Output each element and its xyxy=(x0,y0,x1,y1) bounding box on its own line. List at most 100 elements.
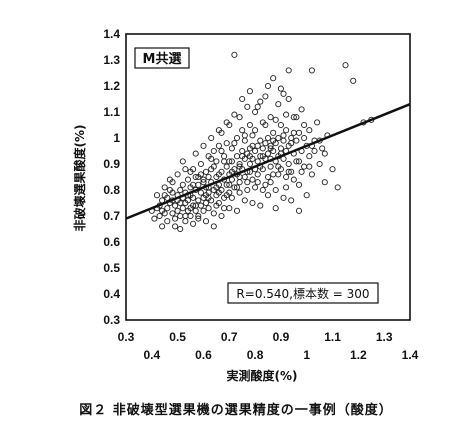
data-point xyxy=(246,153,253,160)
data-point xyxy=(283,111,290,118)
data-point xyxy=(159,223,166,230)
data-point xyxy=(221,153,228,160)
data-point xyxy=(153,192,161,199)
data-point xyxy=(290,176,297,183)
data-point xyxy=(244,186,251,194)
data-point xyxy=(197,202,204,209)
data-point xyxy=(218,147,225,155)
data-point xyxy=(275,171,282,178)
y-tick-labels: 1.4 1.3 1.2 1.1 1 0.9 0.8 0.7 0.6 0.5 0.4 0.3 xyxy=(103,27,120,327)
data-point xyxy=(192,202,199,209)
data-point xyxy=(179,205,186,212)
data-point xyxy=(288,168,295,175)
data-point xyxy=(236,114,243,121)
data-point xyxy=(226,158,233,165)
data-point xyxy=(342,62,349,69)
data-point xyxy=(202,199,210,207)
data-point xyxy=(210,147,217,155)
data-point xyxy=(254,171,261,178)
data-point xyxy=(306,163,313,170)
data-point xyxy=(257,98,264,105)
data-point xyxy=(293,158,300,165)
data-point xyxy=(195,212,202,220)
data-point xyxy=(303,192,310,199)
data-point xyxy=(293,114,300,121)
x-tick-label: 1.2 xyxy=(350,348,367,362)
data-point xyxy=(270,171,277,178)
x-tick-label: 0.6 xyxy=(195,348,212,362)
data-point xyxy=(252,108,259,116)
data-point xyxy=(210,210,217,217)
data-point xyxy=(164,205,171,212)
data-point xyxy=(179,158,186,165)
data-point xyxy=(228,145,235,152)
data-point xyxy=(257,202,264,209)
data-point xyxy=(259,186,266,194)
data-point xyxy=(223,163,230,170)
data-point xyxy=(215,189,222,196)
data-point xyxy=(228,194,235,201)
data-point xyxy=(290,114,297,121)
data-point xyxy=(179,181,186,188)
data-point xyxy=(301,121,308,129)
data-point xyxy=(205,173,212,181)
data-point xyxy=(202,218,210,225)
data-point xyxy=(262,121,269,129)
data-point xyxy=(195,181,202,188)
y-tick-label: 0.4 xyxy=(103,287,120,301)
data-point xyxy=(192,150,199,157)
data-point xyxy=(288,140,295,147)
data-point xyxy=(262,93,269,100)
data-point xyxy=(280,137,287,144)
x-tick-label: 0.5 xyxy=(169,330,186,344)
y-tick-label: 0.9 xyxy=(103,157,120,171)
data-point xyxy=(231,184,238,191)
data-point xyxy=(190,181,197,188)
data-point xyxy=(241,137,248,144)
data-point xyxy=(221,205,228,212)
data-point xyxy=(270,137,277,144)
data-point xyxy=(239,127,246,134)
data-point xyxy=(156,212,163,220)
data-point xyxy=(267,145,274,152)
data-point xyxy=(223,119,230,126)
data-point xyxy=(249,199,256,207)
data-point xyxy=(241,173,248,181)
data-point xyxy=(350,77,357,84)
points-layer xyxy=(148,51,375,233)
data-point xyxy=(270,75,277,82)
data-point xyxy=(215,171,222,178)
data-point xyxy=(177,212,184,220)
data-point xyxy=(244,179,251,186)
x-tick-label: 1.4 xyxy=(402,348,419,362)
data-point xyxy=(246,121,253,129)
data-point xyxy=(200,207,207,214)
data-point xyxy=(233,153,241,160)
data-point xyxy=(314,119,321,126)
data-point xyxy=(316,160,323,168)
data-point xyxy=(190,194,197,201)
annotation-text: R=0.540,標本数 = 300 xyxy=(236,286,369,301)
y-tick-label: 1.4 xyxy=(103,27,120,41)
data-point xyxy=(264,134,272,142)
data-point xyxy=(288,197,295,204)
legend-box: M共選 xyxy=(134,47,190,69)
x-tick-label: 0.7 xyxy=(221,330,238,344)
data-point xyxy=(257,153,264,160)
data-point xyxy=(262,181,269,188)
data-point xyxy=(233,184,241,191)
data-point xyxy=(231,51,238,58)
data-point xyxy=(205,205,212,212)
data-point xyxy=(280,132,287,139)
data-point xyxy=(192,173,199,181)
y-tick-label: 1.1 xyxy=(103,105,120,119)
data-point xyxy=(172,202,179,209)
data-point xyxy=(195,215,202,222)
data-point xyxy=(254,179,261,186)
data-point xyxy=(197,160,204,168)
data-point xyxy=(187,168,194,175)
data-point xyxy=(306,153,313,160)
data-point xyxy=(174,171,181,178)
data-point xyxy=(285,160,292,168)
data-point xyxy=(254,158,261,165)
